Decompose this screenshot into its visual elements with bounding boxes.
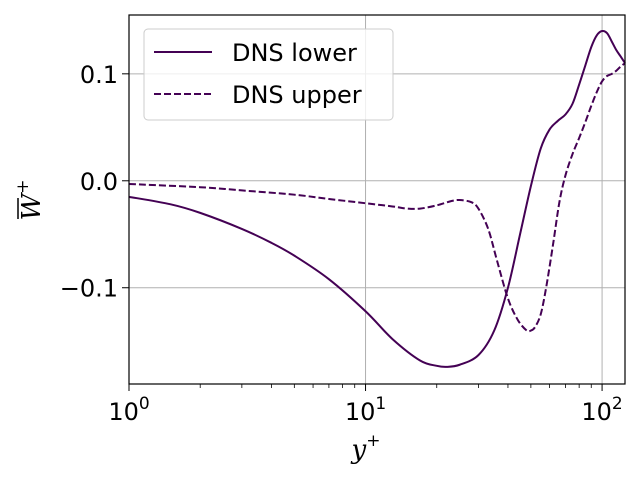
y-axis-label-text: W bbox=[17, 191, 47, 220]
x-tick-label-exponent: 0 bbox=[139, 394, 150, 414]
series-line-dns-lower bbox=[128, 29, 626, 368]
y-tick-label: 0.1 bbox=[80, 61, 118, 89]
svg-text:W+: W+ bbox=[13, 180, 47, 221]
y-tick-label: 0.0 bbox=[80, 168, 118, 196]
series-lines bbox=[128, 29, 626, 368]
x-tick-label: 101 bbox=[345, 394, 386, 426]
plot-frame bbox=[128, 14, 626, 385]
x-axis-label-text: y bbox=[351, 435, 367, 465]
x-axis-label-superscript: + bbox=[366, 431, 380, 451]
x-tick-label: 102 bbox=[581, 394, 622, 426]
legend: DNS lower DNS upper bbox=[143, 28, 394, 121]
y-axis-label: W+ bbox=[13, 180, 47, 221]
legend-label-dns-lower: DNS lower bbox=[232, 39, 357, 67]
x-tick-label-base: 10 bbox=[581, 398, 612, 426]
y-tick-label: −0.1 bbox=[60, 275, 118, 303]
x-tick-label-exponent: 2 bbox=[612, 394, 623, 414]
y-axis-ticks: 0.1 0.0 −0.1 bbox=[60, 61, 129, 303]
x-tick-label-exponent: 1 bbox=[375, 394, 386, 414]
x-tick-label: 100 bbox=[108, 394, 149, 426]
y-axis-label-superscript: + bbox=[13, 180, 33, 194]
x-tick-label-base: 10 bbox=[345, 398, 376, 426]
legend-label-dns-upper: DNS upper bbox=[232, 81, 362, 109]
x-axis-label: y+ bbox=[351, 431, 381, 465]
x-axis-ticks: 100 101 102 bbox=[108, 384, 623, 426]
series-line-dns-upper bbox=[128, 62, 626, 333]
x-tick-label-base: 10 bbox=[108, 398, 139, 426]
